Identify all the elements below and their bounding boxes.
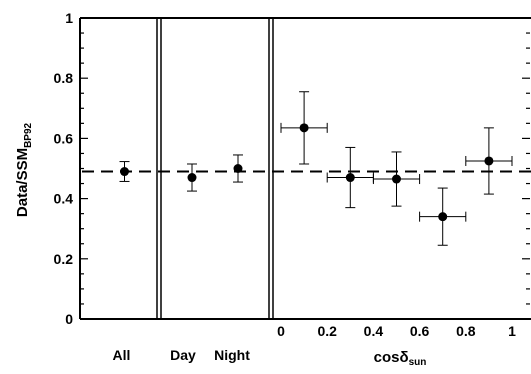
- data-point-marker: [438, 212, 448, 222]
- point-cos-sun-5: [465, 127, 513, 195]
- category-label-day: Day: [170, 347, 196, 363]
- point-cos-sun-3: [372, 151, 421, 207]
- y-axis-title-subscript: BP92: [23, 122, 34, 147]
- y-tick-label: 1: [65, 10, 73, 26]
- y-axis-title-main: Data/SSM: [14, 148, 31, 217]
- y-tick-label: 0.2: [54, 251, 74, 267]
- point-cos-sun-4: [419, 187, 467, 246]
- data-point-marker: [299, 123, 309, 133]
- point-cos-sun-1: [280, 91, 328, 165]
- plot-frame: [79, 17, 531, 320]
- point-day: [187, 163, 197, 192]
- point-all: [119, 161, 130, 182]
- data-point-marker: [484, 156, 494, 166]
- category-label-night: Night: [214, 347, 250, 363]
- data-point-marker: [187, 173, 197, 183]
- y-tick-label: 0.4: [54, 191, 74, 207]
- x-tick-label: 1: [508, 323, 516, 339]
- y-axis: 0 0.2 0.4 0.6 0.8 1: [54, 10, 530, 327]
- x-tick-label: 0.8: [456, 323, 476, 339]
- data-points: [119, 91, 513, 246]
- y-tick-label: 0.6: [54, 130, 74, 146]
- y-tick-label: 0: [65, 311, 73, 327]
- x-tick-label: 0.4: [364, 323, 384, 339]
- x-axis-title-main: cosδ: [374, 349, 409, 366]
- data-point-marker: [233, 164, 243, 173]
- x-tick-label: 0: [277, 323, 285, 339]
- x-axis-title-subscript: sun: [409, 357, 427, 368]
- data-point-marker: [392, 174, 401, 184]
- data-point-marker: [120, 167, 129, 177]
- x-axes: All Day Night 0 0.2 0.4 0.6 0.8 1: [113, 323, 517, 363]
- y-tick-label: 0.8: [54, 70, 74, 86]
- x-tick-label: 0.6: [410, 323, 430, 339]
- point-cos-sun-2: [326, 146, 374, 209]
- category-label-all: All: [113, 347, 131, 363]
- data-point-marker: [345, 173, 355, 183]
- x-tick-label: 0.2: [317, 323, 337, 339]
- point-night: [233, 154, 243, 183]
- x-axis-title-cos-sun: cosδsun: [374, 349, 427, 368]
- y-axis-title: Data/SSMBP92: [14, 122, 34, 217]
